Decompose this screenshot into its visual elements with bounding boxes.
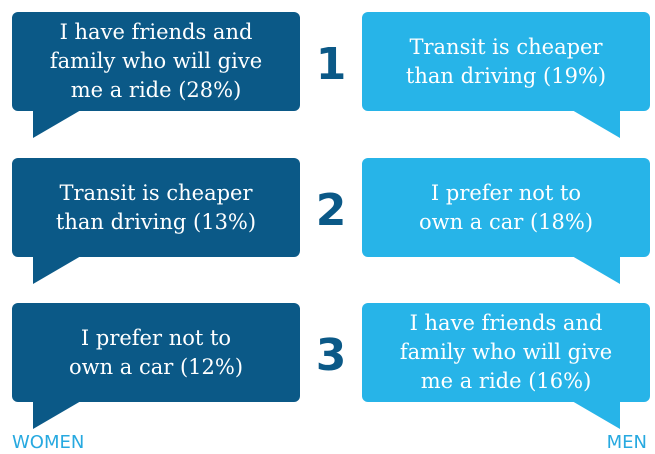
bubble-tail: [572, 256, 620, 284]
bubble-text: Transit is cheaper: [59, 180, 253, 205]
speech-bubble: Transit is cheaper than driving (13%): [12, 158, 300, 257]
bubble-text: own a car (18%): [418, 209, 594, 234]
bubble-text: me a ride (16%): [420, 369, 592, 393]
bubble-tail: [33, 256, 81, 284]
speech-bubble: I prefer not to own a car (12%): [12, 303, 300, 402]
rank-number: 1: [315, 39, 347, 90]
speech-bubble: I prefer not to own a car (18%): [362, 158, 650, 257]
bubble-tail: [33, 110, 81, 138]
bubble-tail: [572, 401, 620, 429]
speech-bubble: I have friends and family who will give me…: [362, 303, 650, 402]
bubble-text: than driving (13%): [55, 209, 257, 234]
legend-men: MEN: [606, 432, 647, 453]
bubble-text: me a ride (28%): [70, 78, 242, 102]
bubble-text: family who will give: [49, 49, 263, 73]
legend-women: WOMEN: [12, 432, 85, 453]
bubble-text: I have friends and: [409, 311, 603, 335]
speech-bubble: Transit is cheaper than driving (19%): [362, 12, 650, 111]
rank-number: 2: [315, 185, 347, 236]
bubble-text: Transit is cheaper: [409, 34, 603, 59]
bubble-text: family who will give: [399, 340, 613, 364]
speech-bubble: I have friends and family who will give me…: [12, 12, 300, 111]
bubble-tail: [572, 110, 620, 138]
bubble-tail: [33, 401, 81, 429]
bubble-text: I prefer not to: [430, 180, 582, 205]
bubble-text: than driving (19%): [405, 63, 607, 88]
bubble-text: own a car (12%): [68, 354, 244, 379]
rank-number: 3: [315, 330, 347, 381]
bubble-text: I prefer not to: [80, 325, 232, 350]
bubble-text: I have friends and: [59, 20, 253, 44]
